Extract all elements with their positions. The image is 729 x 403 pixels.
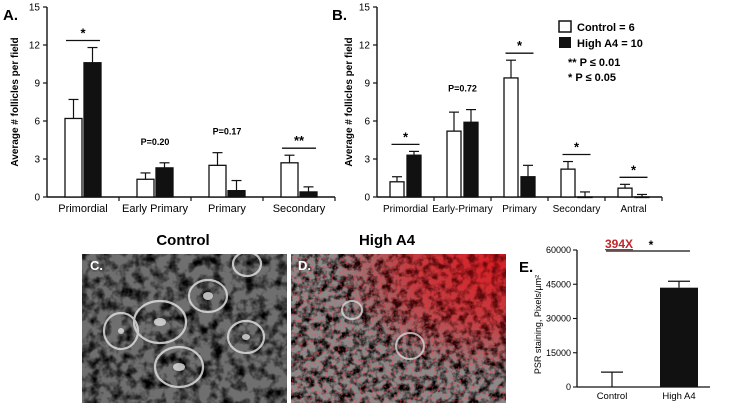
panel-e-y-tick-label: 0 [566, 382, 571, 392]
legend-swatch-high-a4 [559, 37, 571, 48]
panel-b-bar [406, 154, 422, 198]
panel-e-category-label: Control [597, 391, 628, 402]
panel-a-bar [299, 191, 318, 198]
panel-b-bar [446, 130, 462, 198]
panel-a-category-label: Early Primary [122, 203, 189, 215]
panel-b-significance-marker: * [403, 129, 409, 144]
panel-e-bar [660, 287, 698, 387]
panel-e-y-tick-label: 60000 [546, 245, 571, 255]
panel-a-significance-marker: * [80, 26, 86, 41]
panel-b-bar [560, 168, 576, 198]
panel-e-magnification: 394X [605, 237, 633, 251]
panel-b-bar [389, 181, 405, 198]
panel-b-bar [520, 176, 536, 198]
panel-a-y-tick-label: 0 [34, 193, 40, 204]
legend-swatch-control [558, 20, 572, 33]
panel-b-significance-marker: * [574, 140, 580, 155]
panel-b-y-tick-label: 6 [364, 117, 370, 128]
panel-b-y-tick-label: 12 [359, 41, 371, 52]
panel-b-p-value: P=0.72 [448, 84, 477, 94]
panel-e-y-tick-label: 30000 [546, 314, 571, 324]
panel-a-y-tick-label: 12 [29, 41, 41, 52]
panel-a-y-tick-label: 9 [34, 79, 40, 90]
panel-b-significance-marker: * [631, 162, 637, 177]
micrograph-high-a4-title: High A4 [359, 232, 416, 249]
panel-a-panel-label: A. [3, 7, 18, 24]
panel-e-significance-marker: * [649, 238, 654, 252]
panel-a-bar [64, 117, 83, 198]
panel-a-p-value: P=0.17 [213, 127, 242, 137]
panel-b-category-label: Secondary [553, 204, 601, 215]
panel-b-category-label: Early-Primary [432, 204, 493, 215]
panel-b-panel-label: B. [332, 7, 347, 24]
panel-b-significance-marker: * [517, 38, 523, 53]
panel-a-bar [155, 167, 174, 198]
micrograph-control-title: Control [156, 232, 209, 249]
panel-a-bar [227, 190, 246, 198]
panel-a-p-value: P=0.20 [141, 137, 170, 147]
panel-a-bar [280, 162, 299, 198]
panel-e-y-tick-label: 15000 [546, 348, 571, 358]
panel-b-category-label: Antral [620, 204, 646, 215]
panel-a-y-tick-label: 3 [34, 155, 40, 166]
panel-b-legend: Control = 6 High A4 = 10 ** P ≤ 0.01 * P… [558, 20, 643, 84]
panel-b-bar [634, 196, 650, 199]
panel-e-y-tick-label: 45000 [546, 279, 571, 289]
panel-b-category-label: Primary [502, 204, 536, 215]
panel-a-bar [208, 164, 227, 198]
panel-b-y-tick-label: 0 [364, 193, 370, 204]
panel-a-bar [136, 178, 155, 198]
micrograph-control: Control C. [82, 232, 287, 403]
panel-a-y-tick-label: 15 [29, 3, 41, 14]
panel-a-category-label: Primary [208, 203, 246, 215]
micrograph-control-label: C. [90, 258, 103, 273]
panel-b-y-tick-label: 15 [359, 3, 371, 14]
panel-a-category-label: Secondary [273, 203, 326, 215]
panel-b-bar [503, 77, 519, 198]
micrograph-high-a4-label: D. [298, 258, 311, 273]
panel-a-significance-marker: ** [294, 133, 305, 148]
panel-e-category-label: High A4 [662, 391, 695, 402]
panel-b-chart: B. Average # follicles per field 0 3 6 9 12 15 P… [332, 3, 663, 215]
legend-label-high-a4: High A4 = 10 [577, 38, 643, 50]
panel-a-bar [83, 62, 102, 198]
panel-a-y-tick-label: 6 [34, 117, 40, 128]
panel-b-y-tick-label: 3 [364, 155, 370, 166]
panel-b-bar [617, 187, 633, 198]
significance-note-single: * P ≤ 0.05 [568, 72, 616, 84]
legend-label-control: Control = 6 [577, 22, 635, 34]
panel-e-y-axis-label: PSR staining, Pixels/µm² [533, 275, 543, 374]
panel-b-y-axis-label: Average # follicles per field [344, 37, 355, 166]
panel-b-bar [463, 121, 479, 198]
panel-b-bar [577, 196, 593, 199]
panel-b-y-tick-label: 9 [364, 79, 370, 90]
panel-e-chart: E.PSR staining, Pixels/µm² 0 15000 30000 450… [519, 237, 710, 402]
panel-a-y-axis-label: Average # follicles per field [10, 37, 21, 166]
panel-e-panel-label: E. [519, 259, 533, 276]
significance-note-double: ** P ≤ 0.01 [568, 57, 620, 69]
panel-b-category-label: Primordial [383, 204, 428, 215]
panel-a-chart: A. Average # follicles per field 0 3 6 9 12 15 P… [3, 3, 336, 215]
micrograph-high-a4: High A4 D. [291, 232, 506, 403]
panel-a-category-label: Primordial [58, 203, 108, 215]
